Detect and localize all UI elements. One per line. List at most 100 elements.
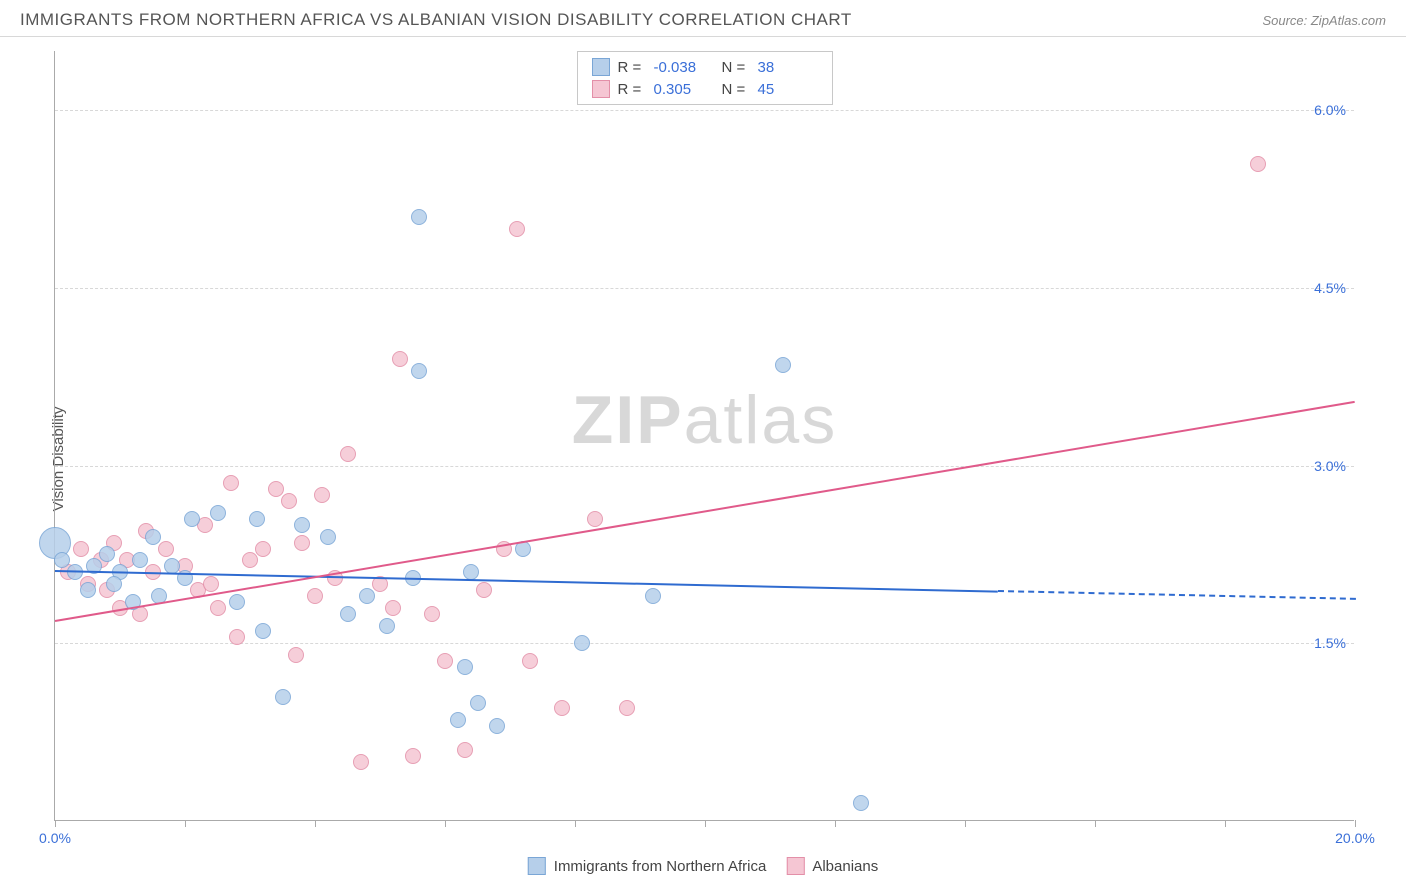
scatter-point-northern-africa: [489, 718, 505, 734]
plot-region: ZIPatlas R = -0.038 N = 38 R = 0.305 N = 45 1.…: [54, 51, 1354, 821]
legend-swatch: [592, 80, 610, 98]
x-tick: [1355, 820, 1356, 827]
scatter-point-northern-africa: [359, 588, 375, 604]
source-attribution: Source: ZipAtlas.com: [1262, 13, 1386, 28]
n-value: 45: [758, 81, 818, 98]
scatter-point-northern-africa: [132, 552, 148, 568]
scatter-point-albanians: [314, 487, 330, 503]
scatter-point-albanians: [340, 446, 356, 462]
scatter-point-northern-africa: [853, 795, 869, 811]
r-label: R =: [618, 81, 646, 98]
scatter-point-northern-africa: [463, 564, 479, 580]
correlation-legend: R = -0.038 N = 38 R = 0.305 N = 45: [577, 51, 833, 105]
scatter-point-albanians: [203, 576, 219, 592]
n-value: 38: [758, 59, 818, 76]
scatter-point-albanians: [223, 475, 239, 491]
scatter-point-northern-africa: [775, 357, 791, 373]
gridline-h: [55, 288, 1354, 289]
n-label: N =: [722, 81, 750, 98]
x-tick: [445, 820, 446, 827]
scatter-point-northern-africa: [54, 552, 70, 568]
scatter-point-northern-africa: [229, 594, 245, 610]
source-prefix: Source:: [1262, 13, 1310, 28]
x-tick: [705, 820, 706, 827]
scatter-point-northern-africa: [255, 623, 271, 639]
x-tick: [1225, 820, 1226, 827]
scatter-point-albanians: [385, 600, 401, 616]
legend-swatch: [592, 58, 610, 76]
gridline-h: [55, 110, 1354, 111]
gridline-h: [55, 466, 1354, 467]
scatter-point-northern-africa: [80, 582, 96, 598]
series-legend: Immigrants from Northern AfricaAlbanians: [528, 857, 878, 875]
y-tick-label: 3.0%: [1314, 458, 1346, 474]
scatter-point-northern-africa: [249, 511, 265, 527]
scatter-point-northern-africa: [457, 659, 473, 675]
n-label: N =: [722, 59, 750, 76]
scatter-point-albanians: [554, 700, 570, 716]
scatter-point-albanians: [158, 541, 174, 557]
x-tick: [315, 820, 316, 827]
scatter-point-northern-africa: [411, 363, 427, 379]
scatter-point-albanians: [509, 221, 525, 237]
chart-title: IMMIGRANTS FROM NORTHERN AFRICA VS ALBAN…: [20, 10, 852, 30]
scatter-point-northern-africa: [106, 576, 122, 592]
watermark-bold: ZIP: [572, 382, 684, 458]
scatter-point-northern-africa: [99, 546, 115, 562]
scatter-point-albanians: [424, 606, 440, 622]
scatter-point-northern-africa: [379, 618, 395, 634]
scatter-point-northern-africa: [320, 529, 336, 545]
y-tick-label: 6.0%: [1314, 102, 1346, 118]
scatter-point-northern-africa: [294, 517, 310, 533]
x-tick: [55, 820, 56, 827]
scatter-point-northern-africa: [184, 511, 200, 527]
x-tick: [835, 820, 836, 827]
r-value: 0.305: [654, 81, 714, 98]
scatter-point-northern-africa: [470, 695, 486, 711]
scatter-point-albanians: [405, 748, 421, 764]
x-tick: [575, 820, 576, 827]
watermark: ZIPatlas: [572, 381, 837, 459]
scatter-point-northern-africa: [210, 505, 226, 521]
x-tick: [1095, 820, 1096, 827]
r-value: -0.038: [654, 59, 714, 76]
scatter-point-albanians: [288, 647, 304, 663]
scatter-point-albanians: [457, 742, 473, 758]
legend-label: Albanians: [812, 858, 878, 875]
scatter-point-albanians: [255, 541, 271, 557]
x-tick: [965, 820, 966, 827]
scatter-point-albanians: [392, 351, 408, 367]
scatter-point-northern-africa: [145, 529, 161, 545]
scatter-point-northern-africa: [574, 635, 590, 651]
scatter-point-albanians: [210, 600, 226, 616]
trendline-albanians: [55, 400, 1355, 621]
scatter-point-albanians: [73, 541, 89, 557]
trendline-northern-africa-extrap: [997, 590, 1355, 600]
scatter-point-albanians: [522, 653, 538, 669]
legend-item: Albanians: [786, 857, 878, 875]
x-tick: [185, 820, 186, 827]
x-tick-label: 0.0%: [39, 830, 71, 846]
y-tick-label: 4.5%: [1314, 280, 1346, 296]
chart-area: Vision Disability ZIPatlas R =-0.038N =3…: [0, 37, 1406, 881]
scatter-point-albanians: [281, 493, 297, 509]
source-name: ZipAtlas.com: [1311, 13, 1386, 28]
scatter-point-northern-africa: [645, 588, 661, 604]
legend-row: R = 0.305 N = 45: [592, 78, 818, 100]
x-tick-label: 20.0%: [1335, 830, 1375, 846]
scatter-point-albanians: [1250, 156, 1266, 172]
y-tick-label: 1.5%: [1314, 635, 1346, 651]
scatter-point-albanians: [619, 700, 635, 716]
scatter-point-albanians: [229, 629, 245, 645]
watermark-rest: atlas: [684, 382, 838, 458]
scatter-point-northern-africa: [340, 606, 356, 622]
scatter-point-albanians: [268, 481, 284, 497]
scatter-point-albanians: [242, 552, 258, 568]
r-label: R =: [618, 59, 646, 76]
title-bar: IMMIGRANTS FROM NORTHERN AFRICA VS ALBAN…: [0, 0, 1406, 37]
scatter-point-albanians: [353, 754, 369, 770]
legend-row: R = -0.038 N = 38: [592, 56, 818, 78]
scatter-point-albanians: [307, 588, 323, 604]
gridline-h: [55, 643, 1354, 644]
scatter-point-albanians: [437, 653, 453, 669]
